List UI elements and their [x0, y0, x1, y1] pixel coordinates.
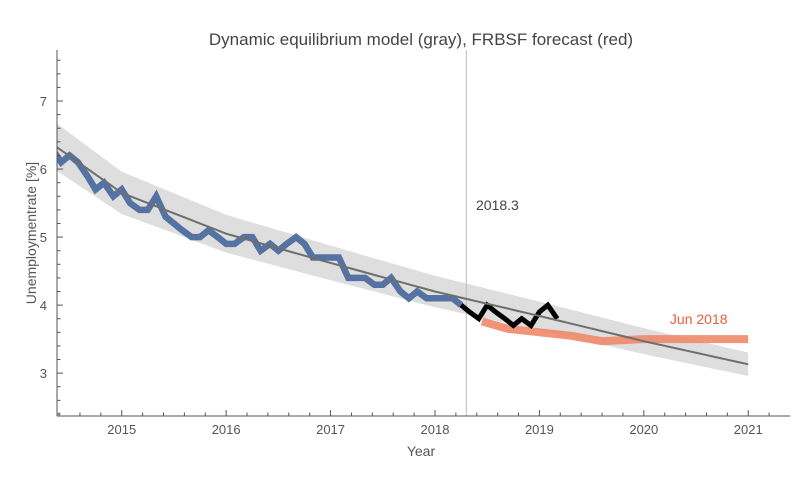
vline-label: 2018.3 [476, 197, 519, 213]
y-tick-label: 3 [40, 366, 47, 381]
model-line [57, 146, 749, 366]
forecast-line [480, 317, 749, 346]
x-tick-label: 2020 [629, 422, 658, 437]
y-tick-label: 6 [40, 162, 47, 177]
y-tick-label: 5 [40, 230, 47, 245]
post-data-line [459, 301, 560, 330]
model-band [57, 123, 749, 377]
y-tick-label: 4 [40, 298, 47, 313]
plot-area: 2015 2016 2017 2018 2019 2020 2021 3 4 5 6 7 [40, 50, 790, 437]
x-tick-label: 2016 [212, 422, 241, 437]
x-tick-label: 2021 [734, 422, 763, 437]
chart-title: Dynamic equilibrium model (gray), FRBSF … [209, 30, 633, 49]
x-tick-label: 2018 [421, 422, 450, 437]
y-tick-label: 7 [40, 94, 47, 109]
x-tick-label: 2015 [107, 422, 136, 437]
x-tick-label: 2019 [525, 422, 554, 437]
x-axis-label: Year [407, 443, 436, 459]
x-tick-label: 2017 [316, 422, 345, 437]
forecast-annotation: Jun 2018 [670, 311, 728, 327]
y-axis-label: Unemploymentrate [%] [23, 162, 39, 304]
